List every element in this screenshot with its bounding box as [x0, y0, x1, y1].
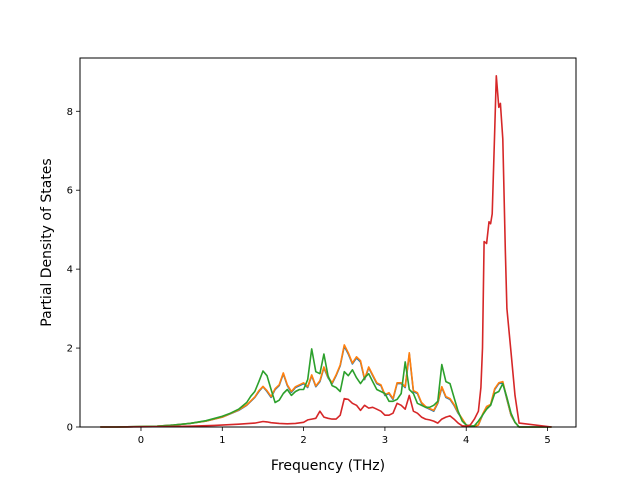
series-line-3: [100, 348, 552, 428]
x-tick-label: 2: [300, 435, 306, 446]
series-line-4: [100, 75, 552, 428]
x-tick-label: 0: [138, 435, 144, 446]
plot-frame: [79, 57, 577, 428]
series-line-1: [100, 345, 552, 428]
y-tick-label: 6: [67, 186, 73, 197]
y-tick-label: 4: [67, 265, 73, 276]
y-axis-label: Partial Density of States: [39, 158, 55, 326]
y-axis-ticks: 0 2 4 6 8: [67, 107, 80, 434]
x-tick-label: 4: [463, 435, 469, 446]
x-axis-label: Frequency (THz): [271, 458, 385, 474]
x-tick-label: 5: [544, 435, 550, 446]
x-tick-label: 3: [382, 435, 388, 446]
x-tick-label: 1: [219, 435, 225, 446]
series-line-2: [100, 344, 552, 428]
x-axis-ticks: 0 1 2 3 4 5: [138, 427, 551, 446]
y-tick-label: 0: [67, 423, 73, 434]
y-tick-label: 2: [67, 344, 73, 355]
y-tick-label: 8: [67, 107, 73, 118]
plot-lines: [100, 75, 552, 428]
